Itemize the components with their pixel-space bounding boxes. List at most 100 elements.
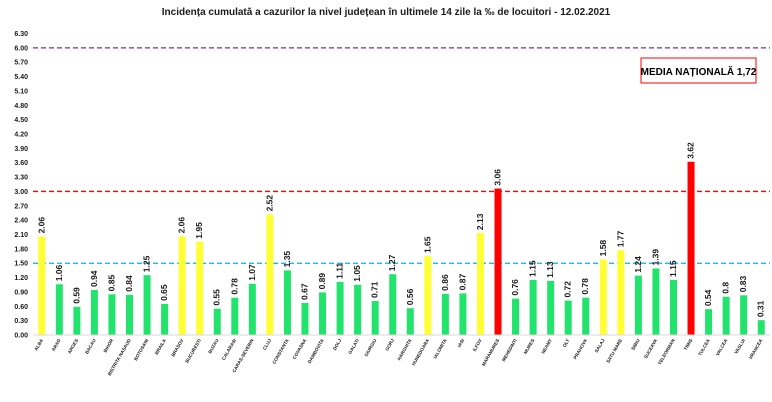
bar: [336, 281, 344, 335]
bar: [494, 188, 502, 335]
bar: [231, 297, 239, 335]
data-label: 2.52: [264, 195, 274, 212]
bar: [389, 274, 397, 335]
bar: [652, 268, 660, 335]
x-tick-label: IASI: [456, 338, 465, 348]
data-label: 0.85: [106, 275, 116, 292]
bar: [705, 309, 713, 335]
x-tick-label: GORJ: [384, 338, 395, 352]
bar: [354, 284, 362, 335]
x-tick-label: BACAU: [84, 337, 97, 354]
x-tick-label: BUZAU: [207, 337, 220, 354]
x-tick-label: BRAILA: [154, 337, 167, 355]
y-tick-label: 4.20: [14, 132, 28, 139]
bar: [371, 301, 379, 335]
data-label: 0.89: [317, 273, 327, 290]
x-tick-label: GIURGIU: [363, 337, 377, 357]
bar: [161, 303, 169, 335]
data-label: 0.8: [721, 282, 731, 294]
y-tick-label: 0.60: [14, 304, 28, 311]
x-tick-label: ALBA: [33, 337, 44, 351]
bar: [634, 275, 642, 335]
y-tick-label: 0.00: [14, 333, 28, 340]
data-label: 0.83: [738, 275, 748, 292]
y-tick-label: 3.90: [14, 146, 28, 153]
bar: [90, 290, 98, 335]
data-label: 0.94: [89, 270, 99, 287]
bar: [722, 296, 730, 335]
bar: [599, 259, 607, 335]
x-tick-label: CLUJ: [262, 338, 273, 351]
x-tick-label: HARGHITA: [396, 337, 413, 361]
x-tick-label: TULCEA: [697, 337, 711, 356]
y-tick-label: 5.10: [14, 88, 28, 95]
y-tick-label: 5.70: [14, 60, 28, 67]
bar: [547, 280, 555, 335]
y-tick-label: 0.30: [14, 318, 28, 325]
y-tick-label: 2.70: [14, 203, 28, 210]
x-tick-label: IALOMITA: [432, 337, 448, 359]
x-tick-label: ILFOV: [472, 337, 484, 352]
data-label: 0.71: [370, 281, 380, 298]
data-label: 0.54: [703, 289, 713, 306]
x-tick-label: DOLJ: [332, 338, 343, 351]
data-label: 1.77: [615, 230, 625, 247]
x-tick-label: SATU MARE: [605, 338, 623, 364]
data-label: 3.06: [493, 169, 503, 186]
bar: [213, 308, 221, 335]
x-tick-label: TIMIS: [683, 338, 693, 351]
data-label: 0.87: [457, 274, 467, 291]
x-tick-label: DAMBOVITA: [307, 337, 325, 364]
x-tick-label: ARAD: [51, 337, 62, 352]
x-tick-label: MEHEDINTI: [501, 338, 518, 362]
data-label: 1.05: [352, 265, 362, 282]
data-label: 1.13: [545, 261, 555, 278]
y-tick-label: 5.40: [14, 74, 28, 81]
bar: [38, 236, 46, 335]
data-label: 1.95: [194, 222, 204, 239]
bar: [740, 295, 748, 335]
data-label: 0.84: [124, 275, 134, 292]
y-tick-label: 6.30: [14, 31, 28, 38]
data-label: 1.27: [387, 254, 397, 271]
bar: [143, 275, 151, 335]
data-label: 2.06: [36, 217, 46, 234]
y-tick-label: 4.50: [14, 117, 28, 124]
national-average-box: MEDIA NAȚIONALĂ 1,72: [640, 57, 757, 84]
x-tick-label: CALARASI: [221, 338, 237, 361]
y-tick-label: 2.40: [14, 218, 28, 225]
data-label: 0.55: [212, 289, 222, 306]
x-tick-label: VRANCEA: [748, 337, 764, 360]
y-tick-label: 0.90: [14, 289, 28, 296]
data-label: 2.13: [475, 213, 485, 230]
x-tick-label: CONSTANTA: [271, 337, 290, 364]
bar: [108, 294, 116, 335]
data-label: 1.35: [282, 251, 292, 268]
bars: [38, 161, 765, 335]
y-tick-label: 6.00: [14, 45, 28, 52]
bar: [441, 293, 449, 335]
bar: [757, 320, 765, 335]
x-tick-label: SUCEAVA: [643, 337, 659, 359]
bar: [178, 236, 186, 335]
x-tick-label: OLT: [562, 338, 571, 348]
bar: [266, 214, 274, 335]
x-tick-label: PRAHOVA: [572, 337, 588, 360]
x-tick-label: VASLUI: [733, 338, 746, 355]
bar: [196, 241, 204, 335]
x-tick-label: TELEORMAN: [657, 337, 676, 365]
y-tick-label: 3.30: [14, 175, 28, 182]
data-label: 2.06: [177, 217, 187, 234]
bar: [301, 302, 309, 335]
bar: [126, 294, 134, 335]
bar: [564, 300, 572, 335]
data-label: 0.59: [71, 287, 81, 304]
x-tick-label: ARGES: [67, 338, 80, 355]
bar: [459, 293, 467, 335]
x-tick-label: BRASOV: [170, 337, 185, 357]
y-tick-label: 1.20: [14, 275, 28, 282]
data-label: 0.65: [159, 284, 169, 301]
y-tick-label: 3.60: [14, 160, 28, 167]
chart-title: Incidența cumulată a cazurilor la nivel …: [162, 7, 611, 18]
